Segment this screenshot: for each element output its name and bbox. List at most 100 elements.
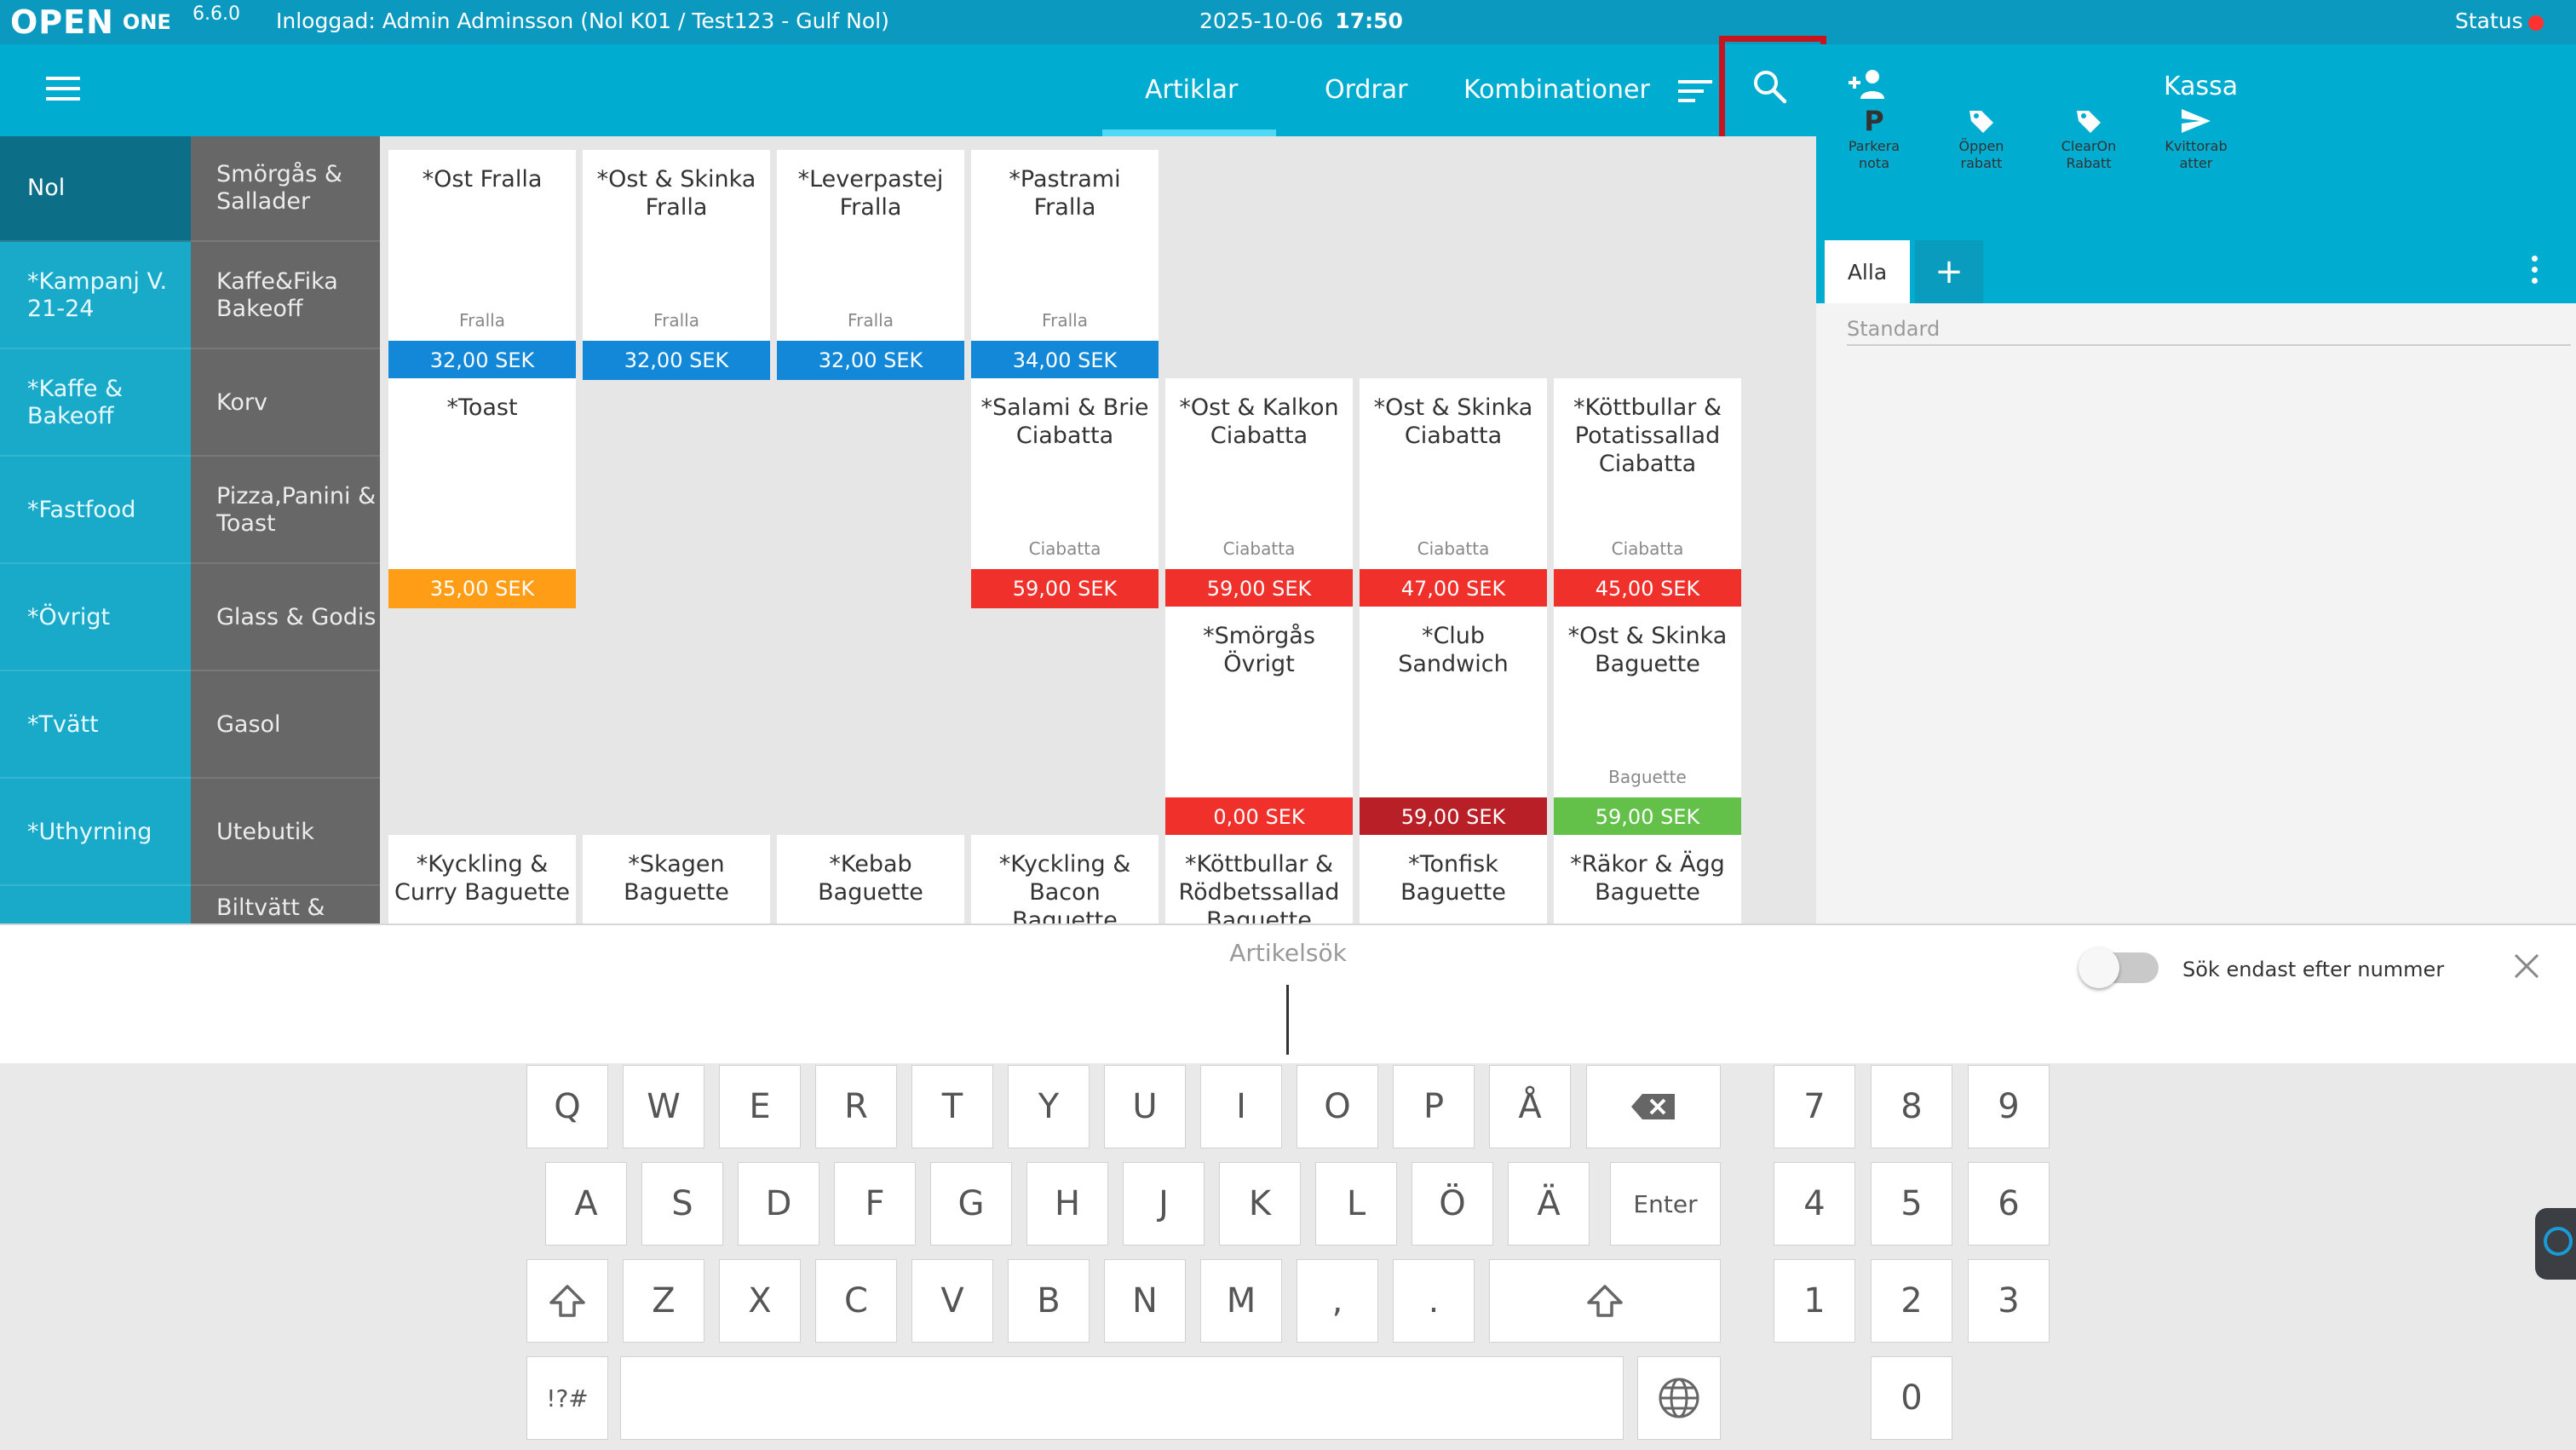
key-p[interactable]: P [1393,1065,1475,1148]
space-key[interactable] [620,1356,1624,1440]
category-pizza-panini-toast[interactable]: Pizza,Panini & Toast [191,458,380,564]
numpad-5[interactable]: 5 [1871,1162,1952,1246]
product-tile[interactable]: *Pastrami Fralla Fralla 34,00 SEK [971,150,1159,380]
key-w[interactable]: W [623,1065,704,1148]
clearon-rabatt-button[interactable]: ClearOn Rabatt [2046,104,2131,172]
close-icon[interactable] [2511,951,2542,981]
key-e[interactable]: E [719,1065,801,1148]
product-tile[interactable]: *Toast 35,00 SEK [388,378,576,608]
product-tile[interactable]: *Ost & Skinka Ciabatta Ciabatta 47,00 SE… [1360,378,1547,608]
sort-icon[interactable] [1678,80,1712,106]
product-name: *Pastrami Fralla [1009,166,1121,221]
product-tile[interactable]: *Köttbullar & Potatissallad Ciabatta Cia… [1554,378,1741,608]
product-tile[interactable]: *Smörgås Övrigt 0,00 SEK [1165,607,1353,837]
key-k[interactable]: K [1219,1162,1301,1246]
enter-key[interactable]: Enter [1610,1162,1721,1246]
numpad-0[interactable]: 0 [1871,1356,1952,1440]
product-tile[interactable]: *Ost & Skinka Fralla Fralla 32,00 SEK [583,150,770,380]
sale-tab-alla[interactable]: Alla [1825,240,1910,303]
category-smorgas-sallader[interactable]: Smörgås & Sallader [191,136,380,242]
key-j[interactable]: J [1123,1162,1205,1246]
key-v[interactable]: V [911,1259,993,1343]
category-kaffe-fika[interactable]: Kaffe&Fika Bakeoff [191,244,380,349]
key-s[interactable]: S [641,1162,723,1246]
hamburger-menu-icon[interactable] [46,77,80,104]
key-i[interactable]: I [1200,1065,1282,1148]
product-tile[interactable]: *Ost & Kalkon Ciabatta Ciabatta 59,00 SE… [1165,378,1353,608]
key-x[interactable]: X [719,1259,801,1343]
key-a-umlaut[interactable]: Ä [1508,1162,1590,1246]
add-sale-tab-button[interactable]: + [1915,240,1983,303]
key-c[interactable]: C [815,1259,897,1343]
more-options-icon[interactable] [2532,256,2540,289]
key-t[interactable]: T [911,1065,993,1148]
tab-artiklar[interactable]: Artiklar [1145,75,1239,105]
category-korv[interactable]: Korv [191,351,380,457]
product-tile[interactable]: *Salami & Brie Ciabatta Ciabatta 59,00 S… [971,378,1159,608]
backspace-key[interactable] [1586,1065,1721,1148]
key-g[interactable]: G [930,1162,1012,1246]
key-period[interactable]: . [1393,1259,1475,1343]
key-r[interactable]: R [815,1065,897,1148]
category-gasol[interactable]: Gasol [191,673,380,779]
search-button[interactable] [1719,36,1826,145]
category-utebutik[interactable]: Utebutik [191,780,380,886]
tab-ordrar[interactable]: Ordrar [1325,75,1408,105]
numpad-8[interactable]: 8 [1871,1065,1952,1148]
key-u[interactable]: U [1104,1065,1186,1148]
number-only-label: Sök endast efter nummer [2182,958,2445,981]
search-input[interactable] [1286,985,1289,1055]
category-tvatt[interactable]: *Tvätt [0,673,191,779]
category-nol[interactable]: Nol [0,136,191,242]
key-comma[interactable]: , [1297,1259,1378,1343]
key-z[interactable]: Z [623,1259,704,1343]
key-a[interactable]: A [545,1162,627,1246]
numpad-2[interactable]: 2 [1871,1259,1952,1343]
key-o-umlaut[interactable]: Ö [1412,1162,1493,1246]
add-user-icon[interactable] [1847,66,1888,101]
status-label[interactable]: Status [2455,9,2523,33]
numpad-7[interactable]: 7 [1774,1065,1855,1148]
product-tile[interactable]: *Ost Fralla Fralla 32,00 SEK [388,150,576,380]
key-o[interactable]: O [1297,1065,1378,1148]
key-y[interactable]: Y [1008,1065,1090,1148]
divider [1847,344,2571,346]
product-tile[interactable]: *Ost & Skinka Baguette Baguette 59,00 SE… [1554,607,1741,837]
key-f[interactable]: F [834,1162,916,1246]
category-fastfood[interactable]: *Fastfood [0,458,191,564]
category-kaffe-bakeoff[interactable]: *Kaffe & Bakeoff [0,351,191,457]
numpad-3[interactable]: 3 [1968,1259,2050,1343]
numpad-9[interactable]: 9 [1968,1065,2050,1148]
numpad-1[interactable]: 1 [1774,1259,1855,1343]
numpad-6[interactable]: 6 [1968,1162,2050,1246]
category-kampanj[interactable]: *Kampanj V. 21-24 [0,244,191,349]
key-b[interactable]: B [1008,1259,1090,1343]
shift-key-left[interactable] [526,1259,608,1343]
kvittorabatter-button[interactable]: Kvittorab atter [2153,104,2239,172]
article-search-panel: Artikelsök Sök endast efter nummer [0,924,2576,1063]
product-tile[interactable]: *Club Sandwich 59,00 SEK [1360,607,1547,837]
number-only-toggle[interactable] [2079,947,2159,988]
globe-icon [1659,1378,1699,1418]
key-a-ring[interactable]: Å [1489,1065,1571,1148]
remote-support-tab[interactable] [2535,1208,2576,1280]
category-ovrigt[interactable]: *Övrigt [0,566,191,671]
tab-kombinationer[interactable]: Kombinationer [1463,75,1650,105]
key-n[interactable]: N [1104,1259,1186,1343]
key-q[interactable]: Q [526,1065,608,1148]
symbols-key[interactable]: !?# [526,1356,608,1440]
key-h[interactable]: H [1026,1162,1108,1246]
key-m[interactable]: M [1200,1259,1282,1343]
oppen-rabatt-button[interactable]: Öppen rabatt [1939,104,2024,172]
key-d[interactable]: D [738,1162,819,1246]
numpad-4[interactable]: 4 [1774,1162,1855,1246]
search-title: Artikelsök [1229,939,1347,967]
product-tile[interactable]: *Leverpastej Fralla Fralla 32,00 SEK [777,150,964,380]
shift-key-right[interactable] [1489,1259,1721,1343]
tag-icon [1939,104,2024,138]
language-key[interactable] [1637,1356,1721,1440]
category-glass-godis[interactable]: Glass & Godis [191,566,380,671]
category-uthyrning[interactable]: *Uthyrning [0,780,191,886]
key-l[interactable]: L [1315,1162,1397,1246]
parkera-nota-button[interactable]: P Parkera nota [1831,104,1917,172]
